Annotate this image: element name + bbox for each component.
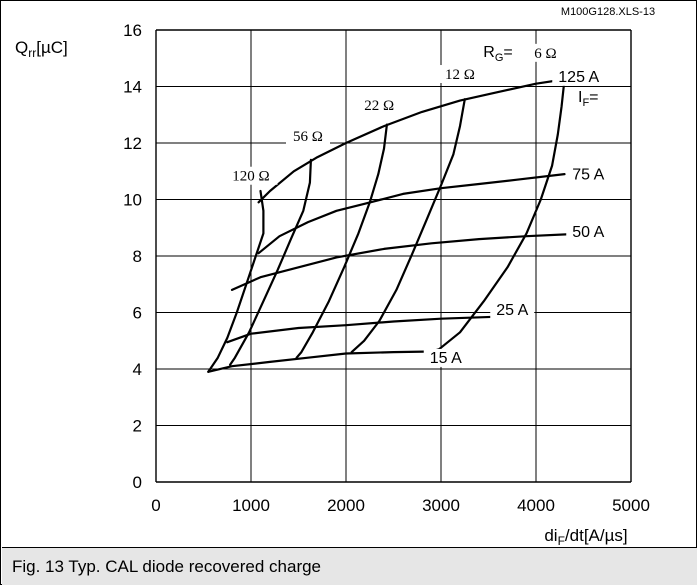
y-tick-label: 8 xyxy=(133,247,142,266)
y-tick-label: 2 xyxy=(133,417,142,436)
y-tick-label: 12 xyxy=(123,134,142,153)
if-series-label-bg xyxy=(566,165,611,184)
if-series-line xyxy=(230,232,576,291)
rg-series-line xyxy=(207,189,265,373)
rg-series-label-bg xyxy=(224,166,278,185)
x-tick-label: 3000 xyxy=(422,496,460,515)
rg-series-label: 56 Ω xyxy=(293,129,323,145)
rg-group-label: RG= xyxy=(483,44,512,64)
rg-series-label: 120 Ω xyxy=(232,169,269,185)
y-tick-label: 16 xyxy=(123,21,142,40)
y-tick-label: 6 xyxy=(133,304,142,323)
if-series-line xyxy=(257,78,566,204)
if-series-label: 25 A xyxy=(496,302,528,319)
y-tick-label: 4 xyxy=(133,360,142,379)
x-tick-label: 2000 xyxy=(327,496,365,515)
if-series-label: 125 A xyxy=(558,69,599,86)
if-series-line xyxy=(226,315,500,344)
rg-series-line xyxy=(295,123,388,359)
rg-series-label: 22 Ω xyxy=(364,98,394,114)
y-tick-label: 0 xyxy=(133,473,142,492)
code-label: M100G128.XLS-13 xyxy=(561,6,655,18)
if-series-label: 50 A xyxy=(572,224,604,241)
if-series-label-bg xyxy=(566,223,611,242)
x-axis-label: diF/dt[A/µs] xyxy=(544,526,627,547)
rg-series-line xyxy=(229,158,312,366)
if-series-label-bg xyxy=(552,67,606,86)
rg-series-label-bg xyxy=(357,96,402,115)
rg-series-label-bg xyxy=(286,127,330,146)
x-tick-label: 4000 xyxy=(517,496,555,515)
x-tick-label: 5000 xyxy=(612,496,650,515)
y-axis-label: Qrr[µC] xyxy=(15,38,68,60)
qrr-chart: 0 1000 2000 3000 4000 5000 0 2 4 6 8 10 12 14 16 120 Ω… xyxy=(15,6,655,547)
if-series-label-bg xyxy=(490,300,535,319)
if-series-label-bg xyxy=(423,348,468,367)
grid xyxy=(155,29,632,483)
series-lines xyxy=(207,78,576,373)
rg-series-label-bg xyxy=(528,43,563,62)
y-tick-label: 14 xyxy=(123,78,142,97)
axis-labels: M100G128.XLS-13 Qrr[µC] diF/dt[A/µs] RG=… xyxy=(15,6,655,547)
if-series-line xyxy=(257,173,566,255)
x-tick-label: 0 xyxy=(151,496,160,515)
if-series-line xyxy=(207,350,433,373)
if-series-label: 75 A xyxy=(572,166,604,183)
x-tick-label: 1000 xyxy=(232,496,270,515)
rg-series-label: 12 Ω xyxy=(445,67,475,83)
rg-series-line xyxy=(430,78,566,353)
if-group-label: IF= xyxy=(578,89,599,109)
tick-labels: 0 1000 2000 3000 4000 5000 0 2 4 6 8 10 12 14 16 xyxy=(123,21,650,515)
figure-caption: Fig. 13 Typ. CAL diode recovered charge xyxy=(12,557,322,576)
caption-bar: Fig. 13 Typ. CAL diode recovered charge xyxy=(2,547,697,585)
rg-series-label: 6 Ω xyxy=(534,46,556,62)
rg-series-line xyxy=(350,98,466,354)
y-tick-label: 10 xyxy=(123,191,142,210)
if-series-label: 15 A xyxy=(430,350,462,367)
rg-series-label-bg xyxy=(438,65,482,84)
